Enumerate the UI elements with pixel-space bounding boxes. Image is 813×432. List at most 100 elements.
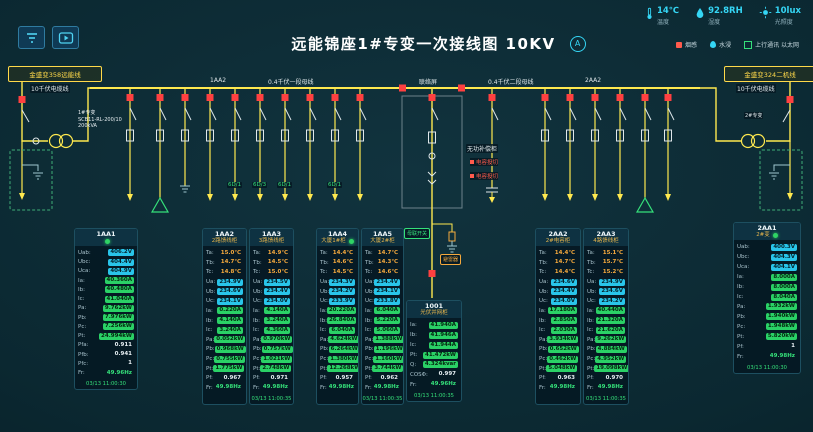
breaker-closed-indicator[interactable] xyxy=(541,94,549,101)
metric-value: 0.970kW xyxy=(261,336,293,344)
disconnect-switch-symbol[interactable] xyxy=(667,107,675,121)
tie-switch-tag: 母联开关 xyxy=(404,228,431,239)
bus-tie-indicator[interactable] xyxy=(458,84,465,92)
tie-breaker-indicator[interactable] xyxy=(428,94,436,101)
video-button[interactable] xyxy=(52,26,79,49)
breaker-closed-indicator[interactable] xyxy=(664,94,672,101)
metric-value: 1.932kW xyxy=(765,303,797,311)
disconnect-switch-symbol[interactable] xyxy=(782,109,791,123)
disconnect-switch-symbol[interactable] xyxy=(619,107,627,121)
breaker-closed-indicator[interactable] xyxy=(306,94,314,101)
metric-row: Pc: 1.021kW xyxy=(253,355,293,363)
disconnect-switch-symbol[interactable] xyxy=(234,107,242,121)
drawout-breaker-symbol[interactable] xyxy=(156,129,164,142)
drawout-breaker-symbol[interactable] xyxy=(641,129,649,142)
breaker-closed-indicator[interactable] xyxy=(206,94,214,101)
metric-value: 233.9V xyxy=(329,297,355,305)
capacitor-switch-row-1[interactable]: 电容投切 xyxy=(470,158,499,166)
metric-value: 1.160kW xyxy=(373,355,403,363)
disconnect-switch-symbol[interactable] xyxy=(309,107,317,121)
disconnect-switch-symbol[interactable] xyxy=(544,107,552,121)
metric-value: 15.0℃ xyxy=(267,268,288,275)
panel-timestamp xyxy=(536,395,580,404)
breaker-closed-indicator[interactable] xyxy=(256,94,264,101)
metric-label: Ua: xyxy=(320,279,330,285)
metric-value: 404.3V xyxy=(771,253,797,261)
disconnect-switch-symbol[interactable] xyxy=(209,107,217,121)
metric-row: Pt: 3.744kW xyxy=(365,365,403,373)
disconnect-switch-symbol[interactable] xyxy=(594,107,602,121)
drawout-breaker-symbol[interactable] xyxy=(664,129,672,142)
metric-label: Pc: xyxy=(320,356,329,362)
drawout-breaker-symbol[interactable] xyxy=(306,129,314,142)
disconnect-switch-symbol[interactable] xyxy=(569,107,577,121)
metric-row: Pc: 1.160kW xyxy=(365,355,403,363)
delta-load-symbol xyxy=(150,196,170,213)
disconnect-switch-symbol[interactable] xyxy=(259,107,267,121)
disconnect-switch-symbol[interactable] xyxy=(491,107,499,121)
breaker-closed-indicator[interactable] xyxy=(281,94,289,101)
breaker-closed-indicator[interactable] xyxy=(488,94,496,101)
panel-rows: Ta: 14.7℃ Tb: 14.3℃ Tc: 14.6℃ Ua: 234.4V Ub: 234.… xyxy=(362,246,403,395)
metric-value: 26.840A xyxy=(326,317,357,324)
filter-button[interactable] xyxy=(18,26,45,49)
disconnect-switch-symbol[interactable] xyxy=(644,107,652,121)
breaker-closed-indicator[interactable] xyxy=(641,94,649,101)
metric-value: 234.1V xyxy=(217,297,243,305)
breaker-closed-indicator[interactable] xyxy=(331,94,339,101)
disconnect-switch-symbol[interactable] xyxy=(21,109,30,123)
drawout-breaker-symbol[interactable] xyxy=(181,129,189,142)
capacitor-switch-row-2[interactable]: 电容投切 xyxy=(470,172,499,180)
sensor-legend: 烟感 水浸 上行通讯 以太网 xyxy=(676,40,799,49)
breaker-closed-indicator[interactable] xyxy=(231,94,239,101)
feeder-tag: 6D/3 xyxy=(252,182,268,188)
metric-row: Q: 4.324kvar xyxy=(410,361,458,369)
alarm-badge[interactable]: A xyxy=(569,35,586,52)
feeder xyxy=(206,88,217,201)
drawout-breaker-symbol[interactable] xyxy=(206,129,214,142)
breaker-closed-indicator[interactable] xyxy=(356,94,364,101)
breaker-closed-indicator[interactable] xyxy=(428,270,436,277)
breaker-closed-indicator[interactable] xyxy=(156,94,164,101)
metric-row: Tc: 15.2℃ xyxy=(587,269,625,276)
drawout-breaker-symbol[interactable] xyxy=(566,129,574,142)
drawout-breaker-symbol[interactable] xyxy=(126,129,134,142)
humidity-label: 湿度 xyxy=(708,19,721,26)
metric-label: Ib: xyxy=(320,317,327,324)
metric-value: 0.757kW xyxy=(261,345,293,353)
video-icon xyxy=(58,31,73,44)
metric-row: Pf: 0.971 xyxy=(253,375,290,382)
drawout-breaker-symbol[interactable] xyxy=(541,129,549,142)
breaker-closed-indicator[interactable] xyxy=(616,94,624,101)
breaker-closed-indicator[interactable] xyxy=(18,96,26,103)
metric-label: Fr: xyxy=(320,384,327,391)
metric-label: Fr: xyxy=(410,381,417,388)
breaker-closed-indicator[interactable] xyxy=(566,94,574,101)
disconnect-switch-symbol[interactable] xyxy=(129,107,137,121)
metric-row: Pt: 1.775kW xyxy=(206,365,245,373)
drawout-breaker-symbol[interactable] xyxy=(331,129,339,142)
breaker-closed-indicator[interactable] xyxy=(786,96,794,103)
drawout-breaker-symbol[interactable] xyxy=(616,129,624,142)
drawout-breaker-symbol[interactable] xyxy=(256,129,264,142)
drawout-breaker-symbol[interactable] xyxy=(231,129,239,142)
breaker-closed-indicator[interactable] xyxy=(591,94,599,101)
metric-label: Ia: xyxy=(587,307,594,314)
drawout-breaker-symbol[interactable] xyxy=(356,129,364,142)
breaker-closed-indicator[interactable] xyxy=(126,94,134,101)
bus-tie-indicator[interactable] xyxy=(399,84,406,92)
drawout-breaker-symbol[interactable] xyxy=(428,131,436,144)
disconnect-switch-symbol[interactable] xyxy=(284,107,292,121)
disconnect-switch-symbol[interactable] xyxy=(431,107,439,121)
disconnect-switch-symbol[interactable] xyxy=(184,107,192,121)
metric-value: 4.324kvar xyxy=(422,361,458,369)
drawout-breaker-symbol[interactable] xyxy=(281,129,289,142)
breaker-closed-indicator[interactable] xyxy=(181,94,189,101)
metric-value: 1.388kW xyxy=(373,336,403,344)
metric-label: Ia: xyxy=(253,307,260,314)
disconnect-switch-symbol[interactable] xyxy=(334,107,342,121)
disconnect-switch-symbol[interactable] xyxy=(159,107,167,121)
disconnect-switch-symbol[interactable] xyxy=(359,107,367,121)
drawout-breaker-symbol[interactable] xyxy=(591,129,599,142)
metric-row: Ia: 4.140A xyxy=(253,307,290,315)
